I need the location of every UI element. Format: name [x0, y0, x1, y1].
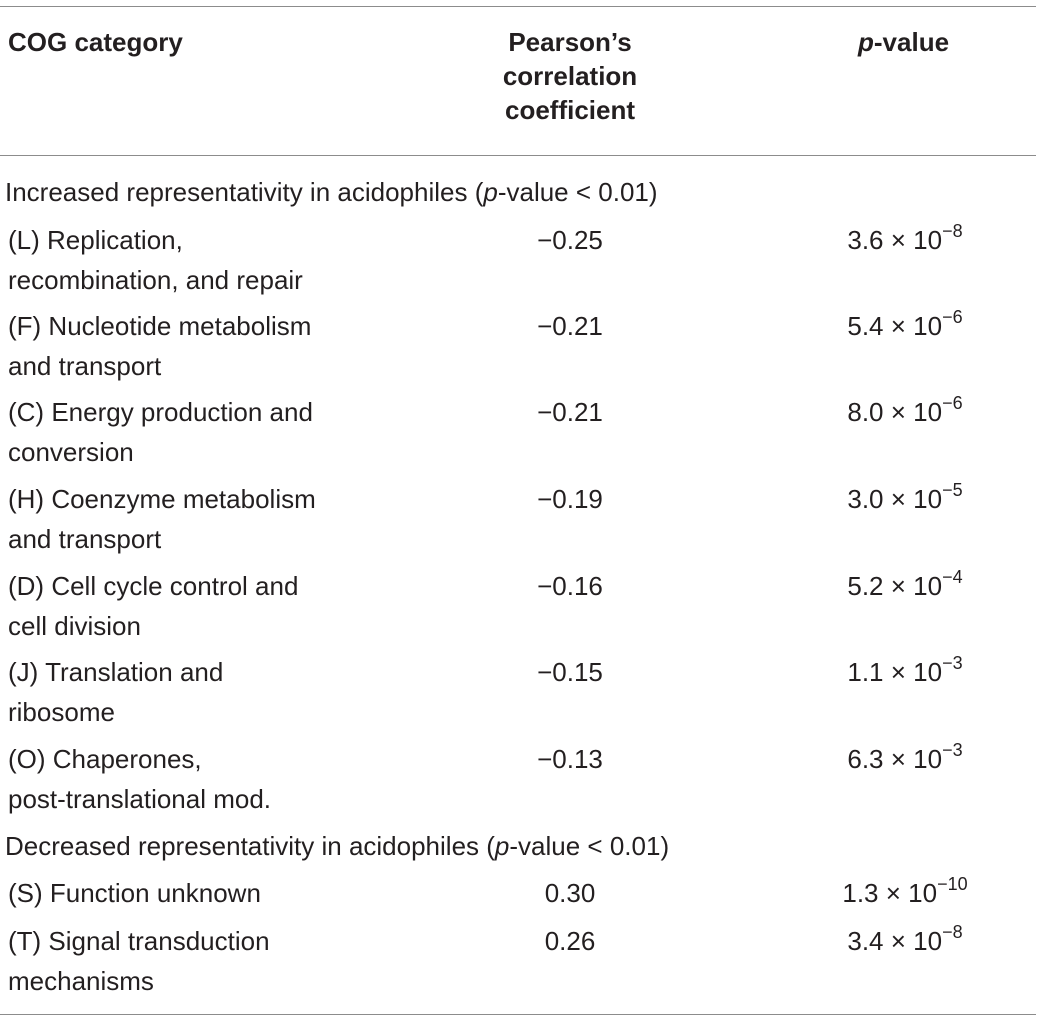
- row-coefficient: −0.19: [537, 484, 603, 514]
- row-coefficient: −0.13: [537, 744, 603, 774]
- row-p-value: 5.4 × 10−6: [800, 306, 1010, 349]
- row-p-value: 3.4 × 10−8: [800, 921, 1010, 964]
- p-exponent: −10: [937, 874, 968, 894]
- row-coefficient: −0.21: [537, 311, 603, 341]
- section-label-text: Increased representativity in acidophile…: [5, 177, 484, 207]
- category-line1: (T) Signal transduction: [8, 926, 270, 956]
- category-line1: (D) Cell cycle control and: [8, 571, 299, 601]
- p-exponent: −5: [942, 480, 963, 500]
- category-line1: (H) Coenzyme metabolism: [8, 484, 316, 514]
- p-base: 3.4 × 10: [847, 926, 943, 956]
- header-pearson-line2: correlation: [502, 61, 638, 91]
- p-base: 1.3 × 10: [842, 878, 938, 908]
- table-top-rule: [0, 6, 1036, 7]
- section-label-italic: p: [483, 177, 498, 207]
- p-exponent: −8: [942, 221, 963, 241]
- row-p-value: 3.6 × 10−8: [800, 220, 1010, 263]
- category-line2: recombination, and repair: [8, 265, 303, 295]
- category-line1: (F) Nucleotide metabolism: [8, 311, 312, 341]
- header-pearson-line1: Pearson’s: [508, 27, 632, 57]
- category-line1: (L) Replication,: [8, 225, 183, 255]
- row-p-value: 6.3 × 10−3: [800, 739, 1010, 782]
- row-p-value: 1.3 × 10−10: [800, 873, 1010, 916]
- section-label-text-end: -value < 0.01): [509, 831, 670, 861]
- row-category: (S) Function unknown: [8, 873, 261, 913]
- section-label-text: Decreased representativity in acidophile…: [5, 831, 495, 861]
- category-line1: (O) Chaperones,: [8, 744, 202, 774]
- p-base: 8.0 × 10: [847, 397, 943, 427]
- section-label-italic: p: [494, 831, 510, 861]
- category-line2: ribosome: [8, 697, 115, 727]
- section-label-text-end: -value < 0.01): [497, 177, 658, 207]
- p-base: 6.3 × 10: [847, 744, 943, 774]
- p-exponent: −8: [942, 922, 963, 942]
- section-label-increased: Increased representativity in acidophile…: [5, 175, 658, 209]
- category-line2: post-translational mod.: [8, 784, 272, 814]
- p-base: 5.4 × 10: [847, 311, 943, 341]
- row-category: (T) Signal transduction mechanisms: [8, 921, 270, 1001]
- category-line2: cell division: [8, 611, 141, 641]
- header-p-rest: -value: [873, 27, 950, 57]
- row-category: (C) Energy production and conversion: [8, 392, 313, 472]
- p-exponent: −6: [942, 393, 963, 413]
- table-bottom-rule: [0, 1014, 1036, 1015]
- row-p-value: 5.2 × 10−4: [800, 566, 1010, 609]
- row-category: (L) Replication, recombination, and repai…: [8, 220, 303, 300]
- row-category: (J) Translation and ribosome: [8, 652, 223, 732]
- p-exponent: −3: [942, 740, 963, 760]
- row-category: (H) Coenzyme metabolism and transport: [8, 479, 316, 559]
- header-p-value: p-value: [858, 25, 949, 59]
- p-base: 3.0 × 10: [847, 484, 943, 514]
- category-line1: (S) Function unknown: [8, 878, 261, 908]
- category-line1: (J) Translation and: [8, 657, 224, 687]
- section-label-decreased: Decreased representativity in acidophile…: [5, 829, 669, 863]
- category-line2: conversion: [8, 437, 134, 467]
- header-cog-category: COG category: [8, 27, 183, 57]
- category-line2: and transport: [8, 351, 162, 381]
- row-category: (F) Nucleotide metabolism and transport: [8, 306, 311, 386]
- header-pearson-coefficient: Pearson’s correlation coefficient: [470, 25, 670, 127]
- row-category: (D) Cell cycle control and cell division: [8, 566, 298, 646]
- category-line2: and transport: [8, 524, 162, 554]
- row-p-value: 3.0 × 10−5: [800, 479, 1010, 522]
- row-p-value: 8.0 × 10−6: [800, 392, 1010, 435]
- p-base: 5.2 × 10: [847, 571, 943, 601]
- row-category: (O) Chaperones, post-translational mod.: [8, 739, 271, 819]
- header-p-italic: p: [858, 27, 874, 57]
- row-coefficient: −0.16: [537, 571, 603, 601]
- row-coefficient: 0.26: [544, 926, 596, 956]
- p-base: 1.1 × 10: [847, 657, 943, 687]
- row-coefficient: −0.21: [537, 397, 603, 427]
- category-line1: (C) Energy production and: [8, 397, 313, 427]
- row-coefficient: −0.25: [537, 225, 603, 255]
- row-coefficient: 0.30: [544, 878, 596, 908]
- header-pearson-line3: coefficient: [504, 95, 636, 125]
- p-exponent: −6: [942, 307, 963, 327]
- p-base: 3.6 × 10: [847, 225, 943, 255]
- header-bottom-rule: [0, 155, 1036, 156]
- row-p-value: 1.1 × 10−3: [800, 652, 1010, 695]
- row-coefficient: −0.15: [537, 657, 603, 687]
- p-exponent: −3: [942, 653, 963, 673]
- category-line2: mechanisms: [8, 966, 154, 996]
- p-exponent: −4: [942, 567, 963, 587]
